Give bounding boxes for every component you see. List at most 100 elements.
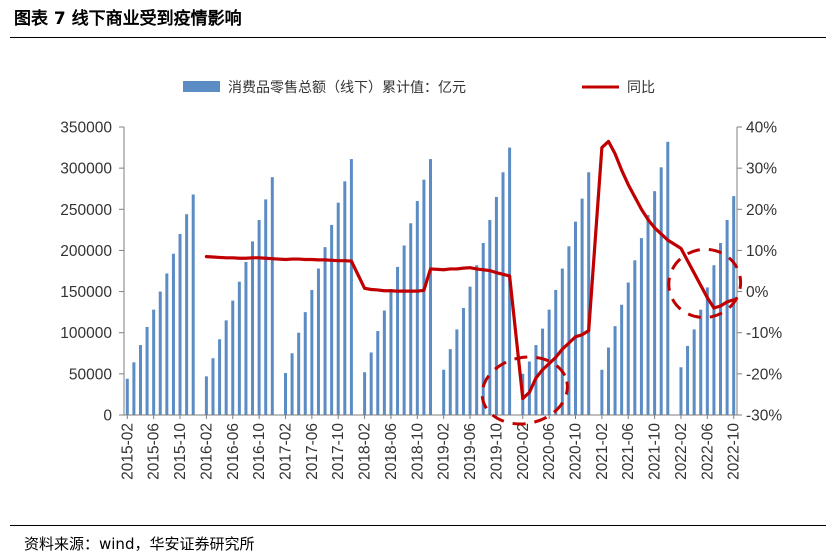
bar-2021-08 <box>639 238 643 415</box>
bar-2016-03 <box>211 358 215 415</box>
bar-2018-12 <box>429 159 432 415</box>
bar-2021-05 <box>620 304 624 415</box>
bar-2020-11 <box>580 198 584 415</box>
bar-2015-03 <box>132 362 136 415</box>
bar-2019-04 <box>455 329 459 415</box>
x-tick-label: 2019-06 <box>462 423 479 480</box>
bar-2021-03 <box>606 347 610 415</box>
bar-2015-07 <box>158 291 162 415</box>
bar-2016-04 <box>218 339 222 415</box>
left-tick-label: 100000 <box>60 325 112 342</box>
bar-2015-06 <box>152 309 156 415</box>
bar-2018-09 <box>409 223 413 415</box>
bar-2018-03 <box>369 352 373 415</box>
bar-2017-05 <box>303 312 307 415</box>
right-tick-label: -30% <box>746 408 782 425</box>
x-tick-label: 2021-10 <box>647 423 664 480</box>
bar-2019-02 <box>442 369 446 415</box>
bar-2022-04 <box>692 329 696 415</box>
x-tick-label: 2018-02 <box>357 423 374 480</box>
x-tick-label: 2022-10 <box>726 423 743 480</box>
bar-2021-02 <box>600 369 604 415</box>
bar-2019-08 <box>481 243 485 415</box>
x-tick-label: 2016-02 <box>198 423 215 480</box>
left-tick-label: 0 <box>103 408 112 425</box>
left-tick-label: 150000 <box>60 284 112 301</box>
bar-2017-08 <box>323 247 327 415</box>
bar-2022-10 <box>732 196 736 415</box>
bar-2017-03 <box>290 353 294 415</box>
bar-2015-05 <box>145 326 149 415</box>
bar-2017-04 <box>297 332 301 415</box>
bar-2018-08 <box>402 245 406 415</box>
bar-2016-05 <box>224 320 228 415</box>
x-tick-label: 2018-10 <box>409 423 426 480</box>
bar-2015-12 <box>191 194 195 415</box>
bar-2015-10 <box>178 233 182 415</box>
annotation-ellipse <box>667 247 743 319</box>
bar-2016-09 <box>251 241 255 415</box>
bar-2022-05 <box>699 309 703 415</box>
x-tick-label: 2021-06 <box>620 423 637 480</box>
bar-2016-02 <box>204 376 208 415</box>
x-tick-label: 2019-02 <box>436 423 453 480</box>
left-tick-label: 350000 <box>60 120 112 137</box>
bar-2017-12 <box>349 159 353 415</box>
bar-2015-09 <box>171 253 175 415</box>
bar-2017-11 <box>343 181 347 415</box>
bar-2020-09 <box>567 246 571 415</box>
x-tick-label: 2020-10 <box>568 423 585 480</box>
x-tick-label: 2020-06 <box>541 423 558 480</box>
left-tick-label: 50000 <box>69 366 112 383</box>
left-tick-label: 200000 <box>60 243 112 260</box>
x-tick-label: 2017-06 <box>304 423 321 480</box>
right-tick-label: -20% <box>746 366 782 383</box>
bar-2016-12 <box>270 177 274 415</box>
bar-2019-07 <box>475 265 479 415</box>
title-divider <box>10 37 826 38</box>
x-tick-label: 2015-06 <box>146 423 163 480</box>
yoy-line <box>204 139 736 401</box>
bar-2019-05 <box>461 308 465 415</box>
bar-2020-03 <box>527 361 531 415</box>
bar-2019-03 <box>448 349 452 415</box>
bar-2017-07 <box>316 268 320 415</box>
bar-2018-11 <box>422 179 426 415</box>
bar-2017-06 <box>310 289 314 415</box>
left-axis: 0 50000 100000 150000 200000 250000 300000 3500… <box>60 120 125 425</box>
x-tick-label: 2018-06 <box>383 423 400 480</box>
x-tick-label: 2016-10 <box>251 423 268 480</box>
bar-2022-09 <box>725 219 729 415</box>
x-tick-label: 2015-10 <box>172 423 189 480</box>
x-tick-label: 2017-02 <box>277 423 294 480</box>
left-tick-label: 250000 <box>60 202 112 219</box>
bar-2016-06 <box>231 300 235 415</box>
bar-2020-12 <box>587 172 591 415</box>
bar-2018-06 <box>389 289 393 415</box>
bar-2022-03 <box>686 345 690 415</box>
bar-2021-10 <box>653 191 657 415</box>
bar-2018-02 <box>363 372 367 415</box>
bar-2022-02 <box>679 367 683 415</box>
bar-2019-10 <box>494 196 498 415</box>
figure-title: 图表 7 线下商业受到疫情影响 <box>14 9 242 29</box>
x-tick-label: 2022-06 <box>699 423 716 480</box>
footer-divider <box>10 525 826 526</box>
bar-2022-07 <box>712 265 716 415</box>
bar-2018-04 <box>376 331 380 415</box>
bar-2015-04 <box>138 345 142 415</box>
bar-2018-05 <box>382 310 386 415</box>
right-tick-label: 10% <box>746 243 777 260</box>
bar-2019-11 <box>501 172 505 415</box>
bar-2020-10 <box>574 221 578 415</box>
line-series <box>204 139 736 401</box>
bar-2022-06 <box>705 287 709 415</box>
left-tick-label: 300000 <box>60 161 112 178</box>
bar-2021-06 <box>626 282 630 415</box>
x-tick-label: 2017-10 <box>330 423 347 480</box>
bar-2020-08 <box>560 268 564 415</box>
bar-2018-10 <box>415 201 419 415</box>
bar-2017-02 <box>283 373 287 415</box>
bar-2018-07 <box>396 266 400 415</box>
